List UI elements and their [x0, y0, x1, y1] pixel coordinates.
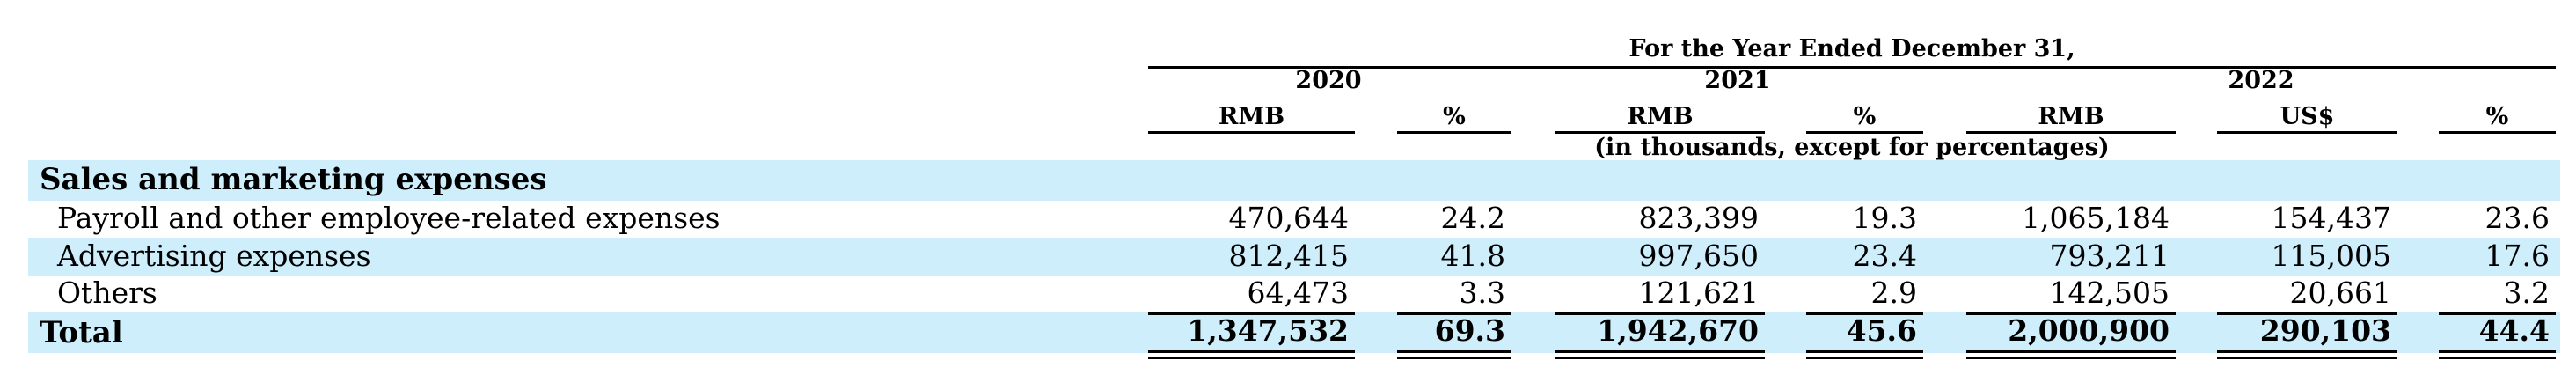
total-rule-1: [1148, 312, 1355, 315]
total-cell: 44.4: [2478, 313, 2550, 348]
cell: 2.9: [1870, 276, 1917, 310]
cell: 823,399: [1638, 201, 1759, 235]
unit-header-rmb-2020: RMB: [1218, 103, 1285, 130]
row-label-advertising: Advertising expenses: [57, 239, 371, 273]
total-double-rule-6: [2217, 350, 2397, 359]
total-cell: 290,103: [2259, 313, 2391, 348]
cell: 3.3: [1459, 276, 1505, 310]
total-band: [28, 312, 2560, 353]
total-double-rule-4: [1806, 350, 1923, 359]
row-band-advertising: [28, 238, 2560, 276]
period-header-rule: [1148, 66, 2556, 69]
unit-rule-3: [1555, 131, 1765, 134]
cell: 154,437: [2271, 201, 2391, 235]
total-rule-7: [2439, 312, 2556, 315]
cell: 19.3: [1852, 201, 1917, 235]
cell: 121,621: [1638, 276, 1759, 310]
cell: 20,661: [2289, 276, 2391, 310]
row-label-others: Others: [57, 276, 157, 310]
cell: 812,415: [1228, 239, 1349, 273]
cell: 23.6: [2485, 201, 2550, 235]
total-rule-2: [1397, 312, 1511, 315]
row-label-payroll: Payroll and other employee-related expen…: [57, 201, 721, 235]
cell: 3.2: [2503, 276, 2550, 310]
year-header-2020: 2020: [1295, 67, 1362, 94]
total-cell: 1,347,532: [1187, 313, 1349, 348]
unit-header-pct-2022: %: [2485, 103, 2509, 130]
total-cell: 69.3: [1434, 313, 1505, 348]
unit-rule-2: [1397, 131, 1511, 134]
total-cell: 45.6: [1846, 313, 1917, 348]
cell: 41.8: [1440, 239, 1505, 273]
year-header-2022: 2022: [2228, 67, 2294, 94]
unit-header-pct-2021: %: [1853, 103, 1877, 130]
unit-rule-1: [1148, 131, 1355, 134]
total-rule-3: [1555, 312, 1765, 315]
cell: 17.6: [2485, 239, 2550, 273]
cell: 23.4: [1852, 239, 1917, 273]
unit-header-rmb-2021: RMB: [1627, 103, 1694, 130]
total-double-rule-7: [2439, 350, 2556, 359]
total-rule-4: [1806, 312, 1923, 315]
cell: 24.2: [1440, 201, 1505, 235]
total-rule-5: [1966, 312, 2176, 315]
total-double-rule-2: [1397, 350, 1511, 359]
unit-rule-4: [1806, 131, 1923, 134]
total-cell: 2,000,900: [2008, 313, 2170, 348]
cell: 997,650: [1638, 239, 1759, 273]
total-double-rule-5: [1966, 350, 2176, 359]
cell: 115,005: [2271, 239, 2391, 273]
total-rule-6: [2217, 312, 2397, 315]
total-label: Total: [40, 315, 123, 350]
total-cell: 1,942,670: [1597, 313, 1759, 348]
period-header: For the Year Ended December 31,: [1628, 35, 2075, 62]
cell: 1,065,184: [2022, 201, 2170, 235]
cell: 64,473: [1247, 276, 1349, 310]
cell: 470,644: [1228, 201, 1349, 235]
year-header-2021: 2021: [1704, 67, 1771, 94]
unit-rule-6: [2217, 131, 2397, 134]
unit-rule-5: [1966, 131, 2176, 134]
unit-rule-7: [2439, 131, 2556, 134]
total-double-rule-1: [1148, 350, 1355, 359]
total-double-rule-3: [1555, 350, 1765, 359]
unit-header-usd-2022: US$: [2280, 103, 2335, 130]
unit-header-pct-2020: %: [1443, 103, 1466, 130]
section-title: Sales and marketing expenses: [40, 162, 547, 197]
section-band: [28, 160, 2560, 201]
cell: 142,505: [2049, 276, 2170, 310]
cell: 793,211: [2049, 239, 2170, 273]
unit-header-rmb-2022: RMB: [2038, 103, 2104, 130]
unit-note: (in thousands, except for percentages): [1594, 134, 2110, 161]
